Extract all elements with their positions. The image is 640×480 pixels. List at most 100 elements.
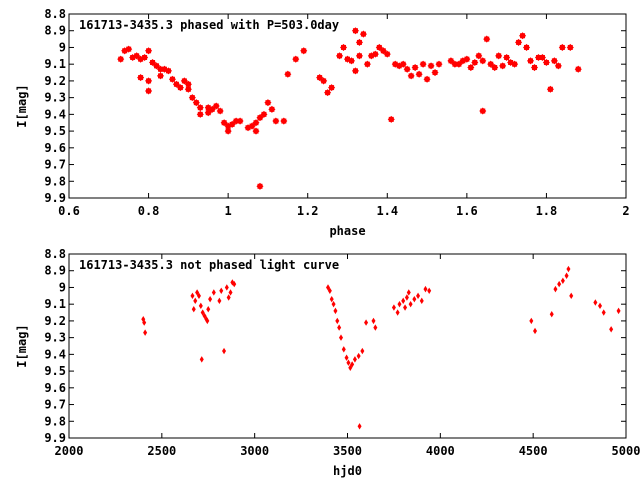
data-point [219,287,224,294]
data-point [569,292,574,300]
data-point-core [329,85,335,91]
data-point [391,304,396,311]
data-point-core [504,54,510,60]
y-tick-label: 9.2 [44,74,66,88]
data-point-core [197,105,203,111]
data-point-core [392,61,398,67]
data-point-core [567,44,573,50]
data-point-core [460,58,466,64]
data-point [335,317,340,325]
data-point [208,295,213,303]
data-point-core [154,63,160,69]
plot-frame [68,13,627,199]
data-point-core [249,123,255,129]
data-point-core [436,61,442,67]
data-point-core [352,28,358,34]
data-point-core [317,75,323,81]
data-point-core [177,85,183,91]
data-point [357,423,362,430]
data-point-core [512,61,518,67]
data-point-core [531,65,537,71]
data-point [416,292,421,300]
data-point-core [285,71,291,77]
plot-frame [68,253,627,439]
data-point-core [551,58,557,64]
y-tick-label: 8.8 [44,247,66,261]
data-point-core [122,48,128,54]
data-point-core [480,108,486,114]
y-tick-label: 8.9 [44,264,66,278]
data-point-core [559,44,565,50]
data-point-core [169,76,175,82]
data-point-core [261,111,267,117]
y-tick-label: 9.3 [44,331,66,345]
data-point-core [476,53,482,59]
data-point [404,294,409,301]
data-point [211,289,216,296]
data-point-core [352,68,358,74]
data-point-core [281,118,287,124]
data-point-core [448,58,454,64]
data-point-core [158,73,164,79]
panel-unphased: 2000 2500 3000 3500 4000 4500 5000 8.8 8.9 9 9.1 9.… [15,247,640,478]
data-point [339,334,344,341]
y-tick-label: 9.6 [44,381,66,395]
x-axis-label: phase [329,224,365,238]
data-point-core [185,81,191,87]
y-tick-label: 9.9 [44,431,66,445]
data-point-core [404,66,410,72]
data-point-core [484,36,490,42]
data-point-core [412,65,418,71]
data-point [143,329,148,336]
data-point-core [520,33,526,39]
data-point-core [253,120,259,126]
data-point [529,317,534,325]
y-tick-label: 9.6 [44,141,66,155]
x-tick-label: 2500 [147,444,176,458]
data-point [427,287,432,294]
data-point-core [428,63,434,69]
data-point-core [213,103,219,109]
y-tick-label: 9.5 [44,364,66,378]
data-point-core [130,54,136,60]
data-point [419,297,424,305]
data-point-core [146,48,152,54]
data-point [205,317,210,325]
data-point-core [456,61,462,67]
y-tick-label: 9.8 [44,414,66,428]
data-point-core [555,63,561,69]
data-point-core [488,61,494,67]
data-point-core [376,44,382,50]
data-point [560,277,565,284]
data-point-core [524,44,530,50]
y-tick-label: 9.1 [44,57,66,71]
data-point [226,294,231,301]
data-point-core [217,108,223,114]
data-point-core [408,73,414,79]
data-point [224,284,229,291]
data-point [593,299,598,306]
x-tick-label: 3000 [240,444,269,458]
data-point [401,297,406,305]
x-axis-label: hjd0 [333,464,362,478]
data-point [412,295,417,303]
data-point [403,304,408,311]
data-point-core [547,86,553,92]
data-point [360,347,365,355]
data-point-core [158,66,164,72]
data-point-core [516,39,522,45]
y-tick-label: 9.3 [44,91,66,105]
data-point-core [197,111,203,117]
x-tick-label: 5000 [612,444,640,458]
data-point-core [325,90,331,96]
data-point [327,287,332,294]
data-point-core [181,78,187,84]
x-tick-label: 4000 [426,444,455,458]
data-point [142,319,147,326]
data-point-core [575,66,581,72]
data-point-core [380,48,386,54]
data-point-core [221,120,227,126]
data-point-core [535,54,541,60]
data-point-core [341,44,347,50]
data-point-core [364,61,370,67]
